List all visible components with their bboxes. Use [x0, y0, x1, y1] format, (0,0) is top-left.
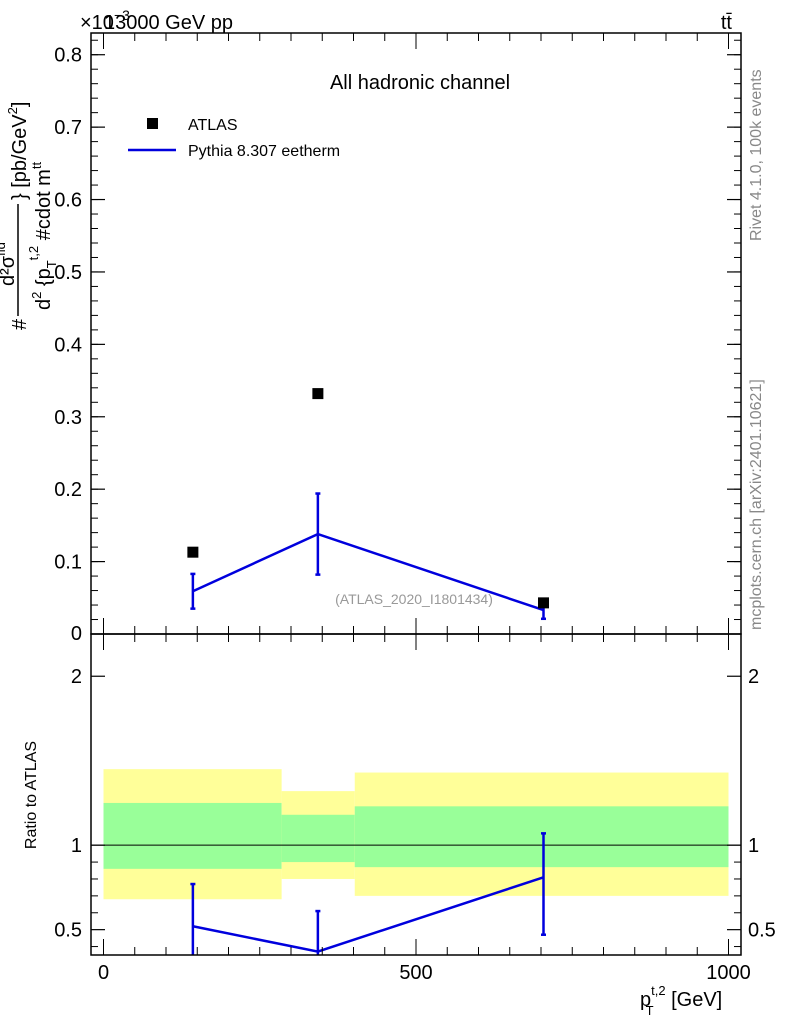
legend-marker-atlas — [147, 118, 158, 129]
xtick-label-0: 0 — [98, 962, 109, 984]
ratio-ytick-label-right-2: 2 — [748, 666, 759, 688]
analysis-watermark: (ATLAS_2020_I1801434) — [335, 591, 493, 607]
ratio-panel: 0 500 1000 0.5 0.5 1 1 2 2 — [54, 633, 776, 984]
ylabel-unit: } [pb/GeV2] — [5, 102, 31, 200]
ratio-ytick-label-right-1: 1 — [748, 835, 759, 857]
data-point-0 — [187, 546, 199, 558]
mcplots-label: mcplots.cern.ch [arXiv:2401.10621] — [748, 379, 765, 630]
legend: ATLAS Pythia 8.307 eetherm — [128, 117, 340, 160]
data-point-1 — [312, 388, 324, 400]
ratio-ytick-label-1: 1 — [71, 835, 82, 857]
main-ytick-label-3: 0.4 — [54, 334, 82, 356]
ratio-ytick-label-0: 0.5 — [54, 920, 82, 942]
legend-label-pythia: Pythia 8.307 eetherm — [188, 143, 340, 160]
ratio-ylabel: Ratio to ATLAS — [23, 741, 40, 849]
xtick-label-1: 500 — [399, 962, 432, 984]
ylabel-numerator: d²σfid — [0, 242, 19, 286]
rivet-label: Rivet 4.1.0, 100k events — [748, 69, 765, 241]
exponent-label: ×10−3 — [80, 7, 130, 34]
main-ytick-label-7: 0.8 — [54, 45, 82, 67]
main-ytick-label-zero: 0 — [71, 623, 82, 645]
ratio-band-inner-1 — [281, 814, 355, 863]
ratio-band-inner-0 — [103, 802, 282, 869]
main-ytick-label-6: 0.7 — [54, 117, 82, 139]
ylabel-hash: # — [9, 318, 31, 330]
xtick-label-2: 1000 — [706, 962, 751, 984]
main-ylabel: # d²σfid d2 {pTt,2 #cdot mtt } [pb/GeV2] — [0, 102, 59, 330]
main-ytick-label-4: 0.5 — [54, 262, 82, 284]
chart-title: All hadronic channel — [330, 72, 510, 94]
xlabel: pt,2 T [GeV] — [640, 983, 722, 1018]
main-ytick-label-5: 0.6 — [54, 190, 82, 212]
main-ytick-label-0: 0.1 — [54, 552, 82, 574]
legend-label-atlas: ATLAS — [188, 117, 238, 134]
ratio-ytick-label-right-0: 0.5 — [748, 920, 776, 942]
main-ytick-label-2: 0.3 — [54, 407, 82, 429]
ratio-band-inner-2 — [354, 806, 729, 868]
energy-label: 13000 GeV pp — [104, 12, 233, 34]
ylabel-denominator: d2 {pTt,2 #cdot mtt — [26, 162, 59, 310]
ratio-ytick-label-2: 2 — [71, 666, 82, 688]
main-ytick-label-1: 0.2 — [54, 479, 82, 501]
process-label: tt̄ — [721, 12, 733, 34]
data-point-2 — [538, 597, 549, 609]
